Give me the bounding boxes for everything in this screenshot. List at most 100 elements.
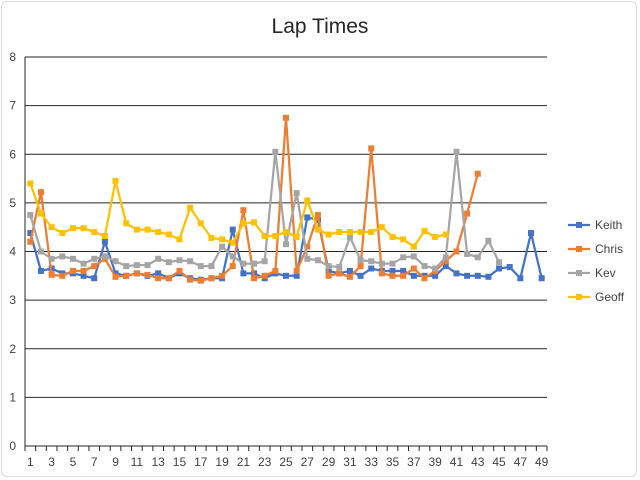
data-point-geoff xyxy=(27,180,34,187)
data-point-kev xyxy=(123,263,130,270)
legend-label: Chris xyxy=(595,242,623,256)
data-point-kev xyxy=(368,258,375,265)
x-tick-label: 37 xyxy=(407,455,421,469)
data-point-keith xyxy=(37,267,44,274)
data-point-chris xyxy=(240,207,247,214)
data-point-kev xyxy=(283,241,289,248)
data-point-chris xyxy=(176,267,183,274)
data-point-chris xyxy=(27,238,34,245)
x-tick-label: 45 xyxy=(492,455,506,469)
data-point-chris xyxy=(261,272,268,279)
data-point-geoff xyxy=(357,229,364,236)
data-point-kev xyxy=(474,254,481,261)
data-point-kev xyxy=(176,257,183,264)
data-point-geoff xyxy=(421,228,428,235)
legend-label: Keith xyxy=(595,218,622,232)
data-point-chris xyxy=(346,273,353,280)
data-point-chris xyxy=(389,272,396,279)
data-point-geoff xyxy=(251,219,258,226)
data-point-geoff xyxy=(144,226,151,233)
data-point-keith xyxy=(474,272,481,279)
x-tick-label: 7 xyxy=(91,455,98,469)
data-point-keith xyxy=(240,270,247,277)
data-point-chris xyxy=(314,212,321,219)
data-point-keith xyxy=(389,267,396,274)
data-point-keith xyxy=(80,272,87,279)
y-tick-label: 1 xyxy=(9,390,16,404)
data-point-chris xyxy=(378,270,385,277)
x-tick-label: 33 xyxy=(365,455,379,469)
data-point-geoff xyxy=(240,220,247,227)
data-point-keith xyxy=(368,265,375,272)
data-point-geoff xyxy=(80,225,87,232)
legend-swatch-marker xyxy=(576,222,582,228)
data-point-chris xyxy=(219,272,226,279)
x-tick-label: 25 xyxy=(279,455,293,469)
y-tick-label: 8 xyxy=(9,50,16,64)
data-point-keith xyxy=(442,263,449,270)
data-point-kev xyxy=(251,260,258,267)
data-point-geoff xyxy=(304,197,311,204)
x-tick-label: 23 xyxy=(258,455,272,469)
data-point-kev xyxy=(442,254,449,261)
x-tick-label: 49 xyxy=(535,455,549,469)
data-point-keith xyxy=(528,230,535,237)
data-point-chris xyxy=(357,263,364,270)
data-point-kev xyxy=(165,259,172,266)
series-geoff xyxy=(27,177,449,250)
data-point-kev xyxy=(314,257,321,264)
data-point-chris xyxy=(368,145,375,152)
data-point-geoff xyxy=(229,239,236,246)
data-point-kev xyxy=(144,262,151,269)
data-point-geoff xyxy=(176,236,183,243)
data-point-chris xyxy=(251,275,258,282)
x-tick-label: 19 xyxy=(215,455,229,469)
data-point-kev xyxy=(346,233,353,240)
data-point-kev xyxy=(304,255,311,262)
legend-label: Geoff xyxy=(595,290,625,304)
x-tick-label: 27 xyxy=(301,455,315,469)
data-point-kev xyxy=(410,253,417,260)
data-point-kev xyxy=(485,237,492,244)
data-point-geoff xyxy=(48,224,55,231)
data-point-chris xyxy=(464,210,471,217)
data-point-chris xyxy=(442,258,449,265)
data-point-chris xyxy=(421,275,428,282)
data-point-geoff xyxy=(378,224,385,231)
data-point-kev xyxy=(101,253,108,260)
data-point-chris xyxy=(37,189,44,196)
data-point-kev xyxy=(112,258,119,265)
data-point-geoff xyxy=(293,233,300,240)
data-point-keith xyxy=(453,270,460,277)
data-point-keith xyxy=(112,270,119,277)
data-point-kev xyxy=(496,259,503,266)
data-point-chris xyxy=(133,270,140,277)
data-point-geoff xyxy=(389,233,396,240)
data-point-chris xyxy=(91,263,98,270)
data-point-geoff xyxy=(442,231,449,238)
data-point-keith xyxy=(464,272,471,279)
y-tick-label: 6 xyxy=(9,147,16,161)
data-point-geoff xyxy=(165,231,172,238)
data-point-chris xyxy=(453,248,460,255)
data-point-geoff xyxy=(123,220,130,227)
x-tick-label: 41 xyxy=(450,455,464,469)
data-point-keith xyxy=(293,272,300,279)
x-tick-label: 35 xyxy=(386,455,400,469)
data-point-geoff xyxy=(410,243,417,250)
data-point-geoff xyxy=(101,232,108,239)
x-tick-label: 39 xyxy=(428,455,442,469)
data-point-geoff xyxy=(69,225,76,232)
legend-item-chris: Chris xyxy=(568,242,623,256)
x-tick-label: 21 xyxy=(237,455,251,469)
data-point-kev xyxy=(261,258,268,265)
data-point-chris xyxy=(410,265,417,272)
data-point-kev xyxy=(208,263,215,270)
data-point-kev xyxy=(325,263,332,270)
x-tick-label: 15 xyxy=(173,455,187,469)
legend-label: Kev xyxy=(595,266,616,280)
data-point-geoff xyxy=(272,232,279,239)
data-point-chris xyxy=(48,271,55,278)
data-point-kev xyxy=(59,253,66,260)
data-point-kev xyxy=(432,265,439,272)
